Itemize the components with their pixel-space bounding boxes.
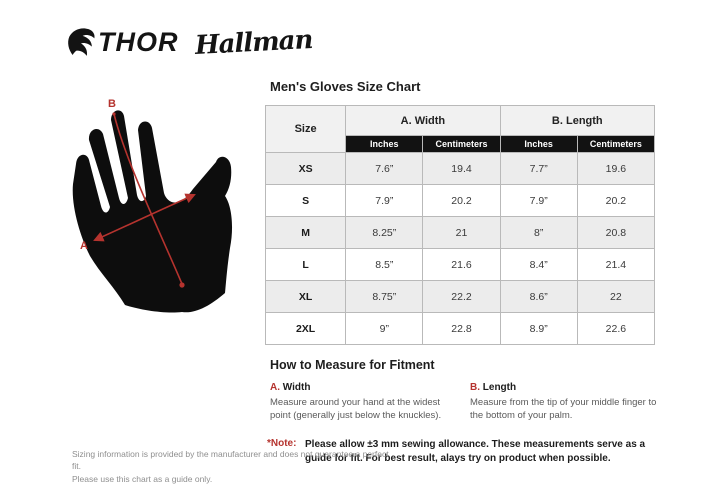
thor-helmet-icon	[68, 28, 95, 56]
size-chart-panel: Men's Gloves Size Chart Size A. Width B.…	[264, 79, 660, 467]
column-group-length: B. Length	[499, 105, 656, 136]
length-inches-cell: 8.4”	[499, 248, 578, 281]
width-inches-cell: 8.75”	[345, 280, 424, 313]
table-row: M 8.25” 21 8” 20.8	[264, 216, 656, 249]
diagram-label-a: A	[80, 240, 88, 252]
table-row: S 7.9” 20.2 7.9” 20.2	[264, 184, 656, 217]
width-inches-cell: 7.6”	[345, 152, 424, 185]
measure-item-length: B. Length Measure from the tip of your m…	[470, 382, 660, 423]
measure-item-width-name: Width	[282, 382, 311, 393]
diagram-label-b: B	[108, 98, 116, 110]
size-chart-table: Size A. Width B. Length Inches Centimete…	[264, 105, 656, 345]
size-cell: M	[264, 216, 347, 249]
measure-item-width: A. Width Measure around your hand at the…	[270, 382, 460, 423]
length-inches-cell: 8.6”	[499, 280, 578, 313]
table-row: 2XL 9” 22.8 8.9” 22.6	[264, 312, 656, 345]
column-group-width: A. Width	[345, 105, 501, 136]
measure-item-length-description: Measure from the tip of your middle fing…	[470, 397, 657, 422]
measure-item-length-heading: B. Length	[470, 382, 660, 393]
length-inches-cell: 8”	[499, 216, 578, 249]
width-cm-cell: 22.8	[422, 312, 501, 345]
hallman-logo-text: Hallman	[193, 24, 313, 61]
width-cm-cell: 21	[422, 216, 501, 249]
measure-line-a	[93, 193, 196, 242]
brand-bar: THOR Hallman	[66, 24, 313, 61]
footer-disclaimer-line2: Please use this chart as a guide only.	[72, 473, 213, 484]
table-row: XL 8.75” 22.2 8.6” 22	[264, 280, 656, 313]
note-label: *Note:	[267, 437, 297, 449]
size-cell: S	[264, 184, 347, 217]
length-cm-cell: 22	[576, 280, 656, 313]
measure-item-length-prefix: B.	[470, 382, 480, 393]
table-row: XS 7.6” 19.4 7.7” 19.6	[264, 152, 656, 185]
column-header-length-inches: Inches	[499, 135, 578, 153]
size-chart-title: Men's Gloves Size Chart	[270, 79, 421, 94]
footer-disclaimer-line1: Sizing information is provided by the ma…	[72, 449, 389, 472]
measure-item-width-description: Measure around your hand at the widest p…	[270, 397, 442, 422]
measure-line-b-start-dot	[112, 112, 116, 116]
column-header-width-centimeters: Centimeters	[422, 135, 501, 153]
note-row: *Note: Please allow ±3 mm sewing allowan…	[267, 438, 657, 467]
glove-diagram: B A	[60, 88, 244, 324]
note-text: Please allow ±3 mm sewing allowance. The…	[305, 438, 646, 465]
column-header-size: Size	[264, 105, 347, 153]
length-inches-cell: 7.7”	[499, 152, 578, 185]
glove-illustration: B A	[72, 98, 233, 313]
width-cm-cell: 19.4	[422, 152, 501, 185]
width-inches-cell: 8.5”	[345, 248, 424, 281]
measure-section: How to Measure for Fitment A. Width Meas…	[267, 358, 660, 467]
length-cm-cell: 22.6	[576, 312, 656, 345]
size-cell: 2XL	[264, 312, 347, 345]
column-header-width-inches: Inches	[345, 135, 424, 153]
measure-item-width-heading: A. Width	[270, 382, 460, 393]
column-header-length-centimeters: Centimeters	[576, 135, 656, 153]
measure-section-title: How to Measure for Fitment	[270, 358, 435, 372]
width-cm-cell: 21.6	[422, 248, 501, 281]
length-inches-cell: 7.9”	[499, 184, 578, 217]
width-cm-cell: 20.2	[422, 184, 501, 217]
thor-logo: THOR	[66, 26, 179, 59]
width-cm-cell: 22.2	[422, 280, 501, 313]
size-cell: XS	[264, 152, 347, 185]
size-cell: L	[264, 248, 347, 281]
length-cm-cell: 20.8	[576, 216, 656, 249]
footer-disclaimer: Sizing information is provided by the ma…	[72, 448, 392, 485]
measure-item-width-prefix: A.	[270, 382, 280, 393]
width-inches-cell: 9”	[345, 312, 424, 345]
length-inches-cell: 8.9”	[499, 312, 578, 345]
measure-line-b-end-dot	[179, 282, 185, 288]
thor-logo-text: THOR	[98, 27, 179, 57]
width-inches-cell: 8.25”	[345, 216, 424, 249]
measure-item-length-name: Length	[482, 382, 517, 393]
size-cell: XL	[264, 280, 347, 313]
length-cm-cell: 20.2	[576, 184, 656, 217]
table-row: L 8.5” 21.6 8.4” 21.4	[264, 248, 656, 281]
length-cm-cell: 21.4	[576, 248, 656, 281]
length-cm-cell: 19.6	[576, 152, 656, 185]
width-inches-cell: 7.9”	[345, 184, 424, 217]
glove-silhouette	[72, 110, 233, 313]
